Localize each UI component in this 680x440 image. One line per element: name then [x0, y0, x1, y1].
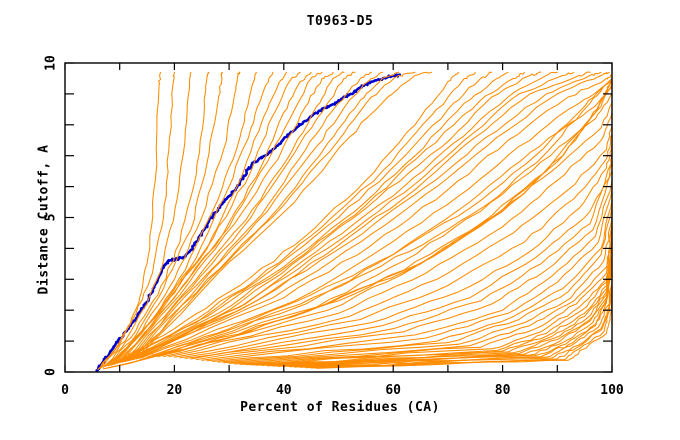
series-line [151, 77, 613, 356]
series-line [135, 71, 400, 358]
y-tick-label: 10 [44, 55, 59, 71]
series-line [102, 84, 613, 370]
x-tick-label: 80 [495, 383, 511, 398]
series-line [244, 241, 613, 366]
series-line [120, 71, 323, 362]
tick-labels-layer: 0 20 40 60 80 100 0 5 10 [44, 55, 624, 398]
series-line [110, 71, 476, 366]
series-line [122, 71, 334, 361]
x-tick-label: 100 [600, 383, 624, 398]
series-line [102, 71, 210, 368]
series-layer [95, 71, 613, 372]
series-line [138, 74, 613, 359]
y-tick-label: 5 [44, 214, 59, 222]
series-line [119, 71, 526, 364]
x-tick-label: 20 [167, 383, 183, 398]
series-line [104, 71, 224, 367]
series-line [100, 71, 192, 369]
series-line [223, 216, 613, 364]
series-line [168, 124, 613, 358]
series-line [98, 71, 175, 370]
series-line [132, 71, 602, 361]
x-tick-label: 0 [61, 383, 69, 398]
series-line [173, 133, 613, 358]
series-line [162, 111, 613, 358]
series-line [195, 170, 613, 361]
series-line [217, 207, 613, 363]
series-line [261, 254, 613, 367]
series-line [141, 80, 613, 359]
series-line [135, 71, 610, 360]
series-line [294, 272, 613, 368]
highlight-series-line [95, 73, 402, 372]
series-line [108, 71, 460, 367]
series-line [127, 71, 575, 362]
series-line [138, 71, 416, 357]
series-line [162, 77, 613, 355]
series-line [228, 223, 613, 364]
x-axis-label: Percent of Residues (CA) [240, 400, 440, 415]
y-tick-label: 0 [44, 368, 59, 376]
series-line [310, 284, 613, 369]
series-line [130, 71, 372, 359]
series-line [115, 71, 301, 364]
series-line [266, 257, 613, 367]
series-line [132, 71, 383, 358]
x-tick-label: 40 [276, 383, 292, 398]
series-line [234, 229, 613, 365]
series-line [146, 87, 613, 358]
series-line [283, 266, 613, 367]
series-line [201, 179, 613, 361]
series-line [107, 71, 241, 367]
axes-layer [64, 62, 613, 373]
chart-title: T0963-D5 [306, 14, 374, 29]
series-line [124, 71, 345, 361]
series-line [206, 189, 613, 362]
series-line [190, 161, 613, 360]
series-line [179, 142, 613, 359]
series-line [113, 71, 493, 365]
series-line [141, 71, 433, 356]
series-line [116, 71, 509, 364]
series-line [121, 71, 542, 363]
y-axis-label: Distance Cutoff, A [36, 144, 52, 295]
series-line [113, 71, 288, 364]
x-tick-label: 60 [385, 383, 401, 398]
series-line [130, 71, 591, 361]
series-line [108, 77, 613, 369]
series-line [127, 71, 356, 360]
series-line [277, 263, 613, 367]
series-line [97, 71, 162, 371]
